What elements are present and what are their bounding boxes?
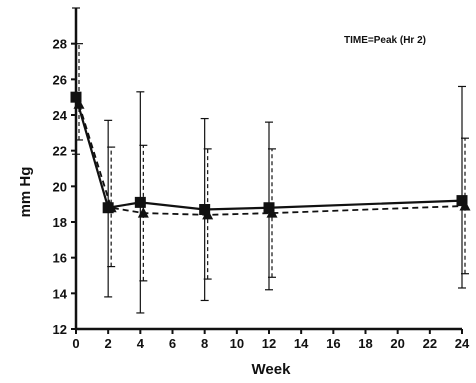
data-point: [199, 204, 211, 216]
x-tick-label: 6: [169, 336, 176, 351]
chart-annotation: TIME=Peak (Hr 2): [344, 35, 426, 46]
y-tick-label: 16: [53, 251, 67, 266]
series-1: [70, 7, 468, 314]
y-tick-label: 20: [53, 179, 67, 194]
series-layer: [70, 7, 471, 314]
x-tick-label: 22: [423, 336, 437, 351]
x-axis-title: Week: [252, 361, 292, 378]
data-point: [137, 207, 149, 218]
data-point: [266, 207, 278, 218]
data-point: [134, 196, 146, 208]
x-tick-label: 24: [455, 336, 470, 351]
data-point: [105, 201, 117, 213]
data-point: [456, 195, 468, 207]
series-line: [78, 104, 466, 216]
x-tick-label: 2: [105, 336, 112, 351]
x-tick-label: 10: [230, 336, 244, 351]
y-tick-label: 28: [53, 37, 67, 52]
x-ticks: 0 2 4 6 8 10 12 14 16 18 20 22 24: [72, 329, 470, 351]
series-line: [74, 96, 463, 211]
data-point: [202, 208, 214, 220]
y-axis-title: mm Hg: [17, 167, 34, 218]
data-point: [70, 91, 82, 103]
x-tick-label: 16: [326, 336, 340, 351]
y-tick-label: 14: [53, 286, 68, 301]
y-tick-label: 18: [53, 215, 67, 230]
data-point: [73, 98, 85, 109]
y-tick-label: 22: [53, 144, 67, 159]
x-tick-label: 14: [294, 336, 309, 351]
x-tick-label: 4: [137, 336, 145, 351]
x-tick-label: 8: [201, 336, 208, 351]
x-tick-label: 20: [390, 336, 404, 351]
y-tick-label: 26: [53, 72, 67, 87]
x-tick-label: 0: [72, 336, 79, 351]
y-ticks: 12 14 16 18 20 22 24 26 28: [53, 37, 76, 337]
data-point: [263, 202, 275, 214]
y-tick-label: 12: [53, 322, 67, 337]
x-tick-label: 18: [358, 336, 372, 351]
series-2: [73, 43, 471, 282]
data-point: [459, 199, 471, 211]
x-tick-label: 12: [262, 336, 276, 351]
y-tick-label: 24: [53, 108, 68, 123]
